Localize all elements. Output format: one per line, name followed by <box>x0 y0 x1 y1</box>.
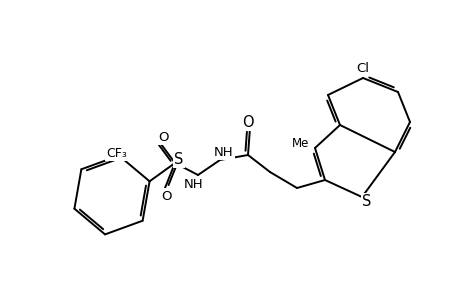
Text: O: O <box>241 115 253 130</box>
Text: Me: Me <box>291 136 309 149</box>
Text: NH: NH <box>184 178 203 190</box>
Text: O: O <box>158 130 169 143</box>
Text: O: O <box>162 190 172 202</box>
Text: NH: NH <box>214 146 233 158</box>
Text: S: S <box>362 194 371 209</box>
Text: Cl: Cl <box>356 61 369 74</box>
Text: CF₃: CF₃ <box>106 147 127 160</box>
Text: S: S <box>174 152 183 166</box>
